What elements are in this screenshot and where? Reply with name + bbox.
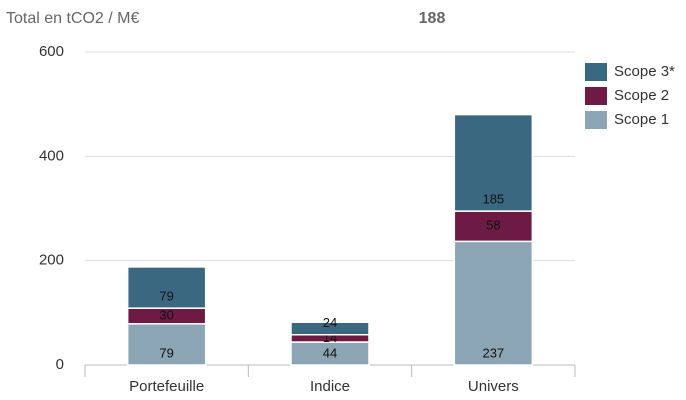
data-label: 79	[159, 289, 173, 304]
legend-swatch	[585, 111, 607, 129]
x-tick-label: Indice	[310, 378, 350, 395]
data-label: 237	[482, 345, 504, 360]
data-label: 79	[159, 345, 173, 360]
bar-segment	[453, 240, 534, 366]
data-label: 44	[323, 345, 337, 360]
chart-title: Total en tCO2 / M€	[6, 10, 139, 27]
data-label: 30	[159, 307, 173, 322]
data-label: 185	[482, 192, 504, 207]
y-tick-label: 0	[56, 356, 64, 373]
data-label: 24	[323, 315, 337, 330]
bar-segment	[290, 321, 370, 336]
annotation: 188	[419, 10, 446, 27]
y-tick-label: 600	[39, 43, 64, 60]
bar-segment	[126, 323, 207, 366]
legend-label: Scope 3*	[614, 63, 675, 80]
legend-label: Scope 1	[614, 111, 669, 128]
data-label: 58	[486, 218, 500, 233]
x-tick-label: Portefeuille	[129, 378, 204, 395]
legend-swatch	[585, 87, 607, 105]
y-tick-label: 400	[39, 147, 64, 164]
legend-label: Scope 2	[614, 87, 669, 104]
bar-segment	[453, 210, 534, 243]
legend-swatch	[585, 63, 607, 81]
y-tick-label: 200	[39, 252, 64, 269]
x-tick-label: Univers	[468, 378, 519, 395]
bar-segment	[453, 113, 534, 212]
bar-segment	[126, 266, 207, 309]
